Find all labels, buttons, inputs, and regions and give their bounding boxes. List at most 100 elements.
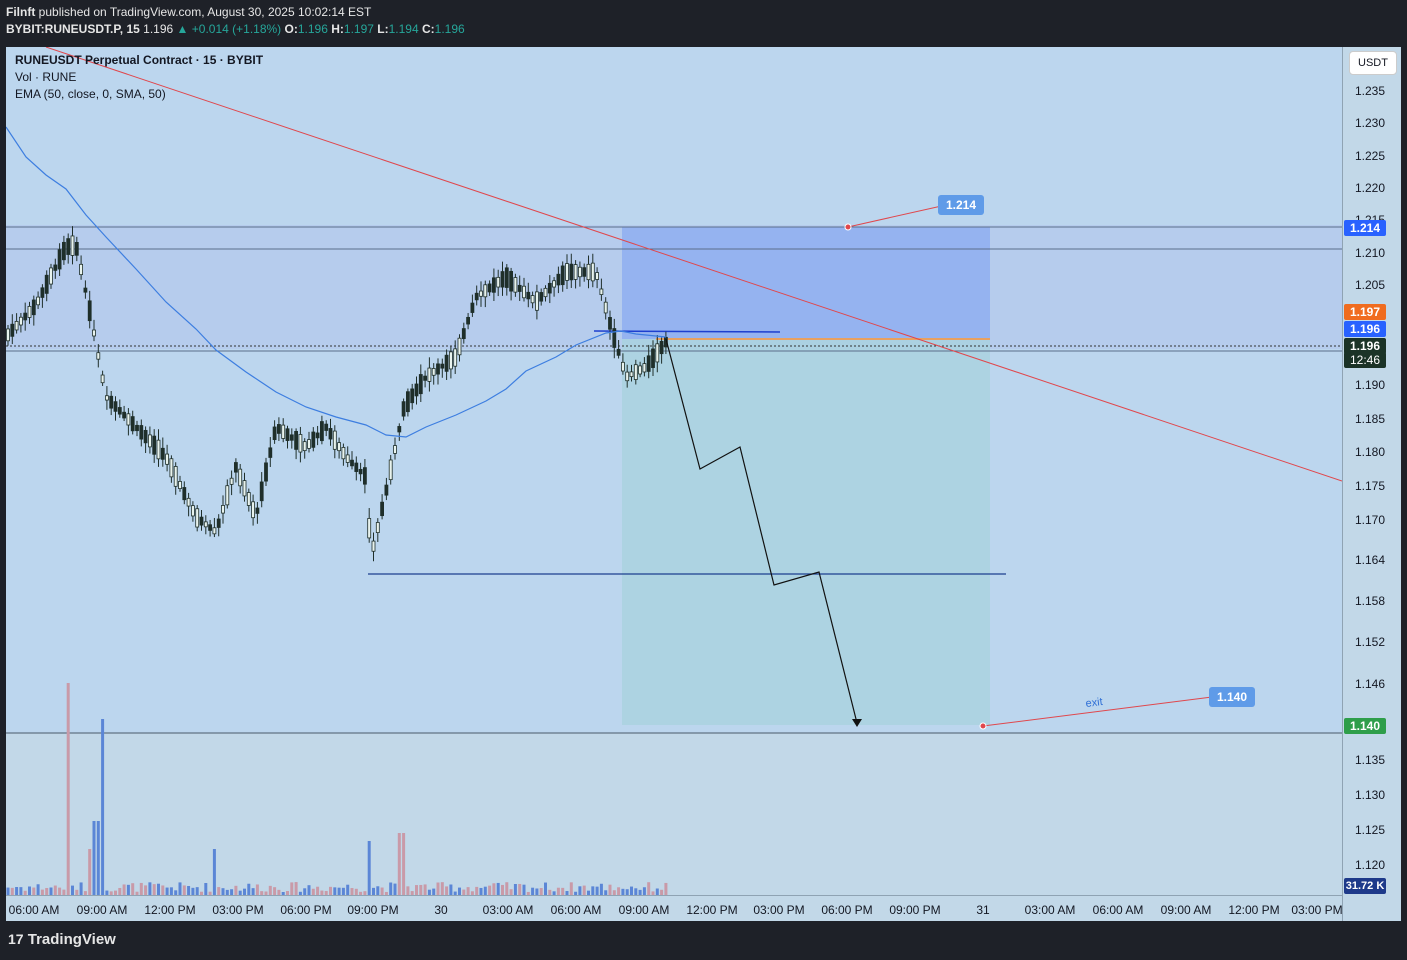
volume-bar bbox=[458, 887, 461, 895]
candle-body bbox=[384, 484, 389, 496]
volume-bar bbox=[118, 887, 122, 895]
volume-bar bbox=[402, 833, 406, 895]
candle-body bbox=[496, 276, 501, 288]
exit-text: exit bbox=[1085, 696, 1103, 710]
candle-body bbox=[311, 431, 316, 448]
volume-bar bbox=[333, 887, 337, 895]
volume-bar bbox=[535, 888, 539, 895]
time-tick: 09:00 AM bbox=[618, 903, 670, 917]
lower-band bbox=[6, 733, 1342, 895]
volume-legend: Vol · RUNE bbox=[15, 70, 77, 84]
price-tick: 1.235 bbox=[1355, 84, 1386, 98]
volume-bar bbox=[178, 882, 182, 895]
volume-bar bbox=[329, 886, 332, 895]
time-tick: 09:00 PM bbox=[347, 903, 399, 917]
candle-body bbox=[616, 348, 621, 356]
candle-body bbox=[255, 507, 260, 514]
candle-body bbox=[556, 273, 561, 286]
volume-bar bbox=[397, 833, 401, 895]
volume-bar bbox=[384, 891, 388, 895]
exit-tag[interactable]: 1.140 bbox=[1209, 687, 1255, 707]
volume-bar bbox=[62, 889, 66, 895]
volume-bar bbox=[501, 884, 504, 895]
candle-body bbox=[126, 413, 131, 426]
volume-bar bbox=[6, 887, 10, 895]
volume-bar bbox=[539, 888, 543, 895]
candle-body bbox=[522, 285, 526, 299]
volume-bar bbox=[475, 886, 479, 895]
candle-body bbox=[264, 462, 268, 482]
candle-body bbox=[165, 453, 170, 465]
volume-bar bbox=[621, 888, 625, 895]
volume-bar bbox=[15, 887, 19, 895]
volume-bar bbox=[10, 887, 14, 895]
volume-bar bbox=[509, 889, 513, 895]
price-axis[interactable]: USDT 1.235 1.230 1.225 1.220 1.215 1.210… bbox=[1342, 47, 1401, 921]
candle-body bbox=[152, 435, 157, 455]
volume-bar bbox=[505, 882, 509, 895]
stop-point bbox=[844, 223, 852, 231]
time-axis[interactable]: 06:00 AM 09:00 AM 12:00 PM 03:00 PM 06:0… bbox=[6, 895, 1343, 921]
volume-bar bbox=[238, 890, 242, 895]
candle-body bbox=[160, 447, 165, 460]
volume-bar bbox=[578, 886, 582, 895]
candle-body bbox=[66, 238, 71, 255]
volume-bar bbox=[617, 887, 621, 895]
price-tick: 1.225 bbox=[1355, 149, 1386, 163]
volume-bar bbox=[556, 887, 560, 895]
price-plot[interactable]: exit bbox=[6, 47, 1342, 895]
volume-bar bbox=[341, 887, 345, 895]
candle-body bbox=[436, 363, 440, 375]
stop-tag[interactable]: 1.214 bbox=[938, 195, 984, 215]
volume-bar bbox=[131, 883, 135, 895]
volume-bar bbox=[587, 890, 590, 895]
candle-body bbox=[530, 295, 535, 304]
publish-line: Filnft published on TradingView.com, Aug… bbox=[6, 5, 371, 19]
time-tick: 12:00 PM bbox=[144, 903, 196, 917]
candle-body bbox=[319, 421, 324, 442]
volume-bar bbox=[552, 891, 556, 895]
candle-body bbox=[388, 459, 393, 481]
last-price: 1.196 bbox=[143, 22, 174, 36]
candle-body bbox=[621, 361, 625, 372]
candle-body bbox=[655, 343, 660, 363]
volume-bar bbox=[359, 891, 363, 895]
footer-brand[interactable]: 17 TradingView bbox=[8, 931, 116, 948]
time-tick: 09:00 AM bbox=[76, 903, 128, 917]
close-value: 1.196 bbox=[434, 22, 465, 36]
time-tick: 09:00 PM bbox=[889, 903, 941, 917]
volume-bar bbox=[53, 885, 57, 895]
candle-body bbox=[251, 501, 256, 519]
volume-bar bbox=[483, 886, 487, 895]
candle-body bbox=[49, 267, 53, 285]
volume-bar bbox=[415, 885, 418, 895]
volume-bar bbox=[324, 890, 328, 895]
volume-bar bbox=[311, 888, 315, 895]
candle-body bbox=[440, 363, 445, 369]
candle-body bbox=[431, 368, 436, 376]
volume-bar bbox=[380, 887, 384, 895]
volume-bar bbox=[561, 887, 565, 895]
candle-body bbox=[341, 447, 346, 460]
volume-bar bbox=[350, 888, 354, 895]
candle-body bbox=[216, 518, 221, 528]
volume-bar bbox=[251, 888, 255, 895]
candle-body bbox=[595, 272, 599, 280]
currency-button[interactable]: USDT bbox=[1349, 51, 1397, 75]
candle-body bbox=[659, 340, 664, 355]
chart-area[interactable]: exit RUNEUSDT Perpetual Contract · 15 · … bbox=[6, 47, 1401, 921]
candle-body bbox=[354, 462, 359, 472]
volume-bar bbox=[286, 891, 289, 895]
volume-bar bbox=[544, 882, 547, 895]
volume-bar bbox=[625, 889, 629, 895]
candle-body bbox=[238, 468, 243, 487]
volume-bar bbox=[157, 883, 160, 895]
candle-body bbox=[87, 300, 92, 322]
volume-bar bbox=[449, 884, 453, 895]
time-tick: 06:00 PM bbox=[280, 903, 332, 917]
candle-body bbox=[18, 316, 23, 326]
candle-body bbox=[139, 425, 144, 440]
candle-body bbox=[113, 401, 118, 412]
candle-body bbox=[324, 423, 329, 431]
candle-body bbox=[582, 267, 587, 277]
